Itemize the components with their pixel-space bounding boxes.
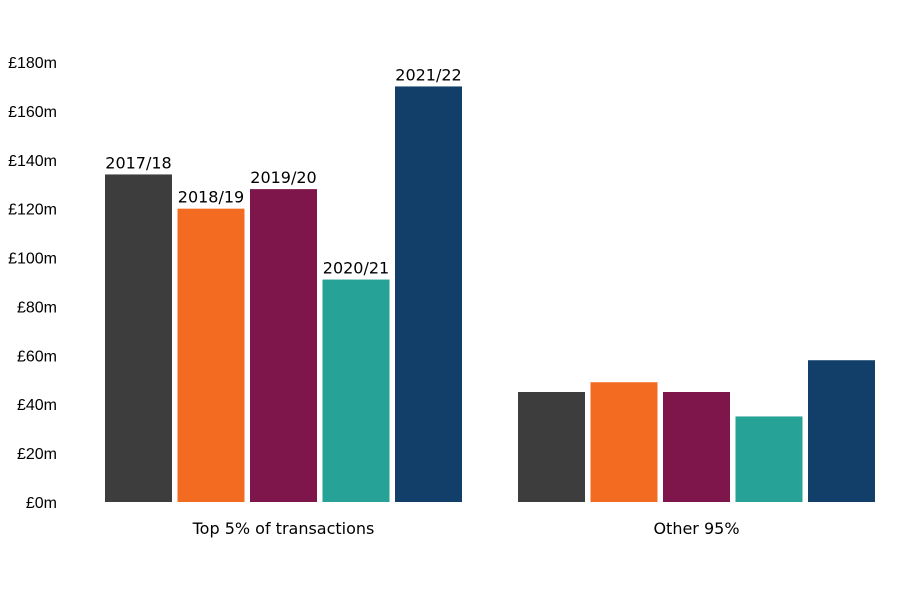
bar — [735, 416, 803, 502]
bar — [808, 360, 875, 502]
y-tick-label: £120m — [8, 202, 57, 219]
bar-labels: 2017/18 2018/19 2019/20 2020/21 2021/22 — [105, 65, 461, 277]
bar — [395, 86, 462, 502]
y-tick-label: £100m — [8, 251, 57, 268]
x-axis: Top 5% of transactions Other 95% — [192, 519, 740, 538]
y-tick-label: £0m — [26, 495, 57, 512]
bar — [663, 392, 730, 502]
y-tick-label: £160m — [8, 104, 57, 121]
bar-series-label: 2020/21 — [323, 259, 389, 278]
y-tick-label: £60m — [17, 348, 57, 365]
x-category-label: Other 95% — [653, 519, 739, 538]
y-tick-label: £180m — [8, 55, 57, 72]
x-category-label: Top 5% of transactions — [192, 519, 375, 538]
bar — [590, 382, 658, 502]
y-tick-label: £80m — [17, 299, 57, 316]
bars — [105, 86, 875, 502]
bar-series-label: 2021/22 — [395, 65, 461, 84]
bar — [322, 279, 390, 502]
bar — [105, 174, 172, 502]
bar-series-label: 2019/20 — [250, 168, 316, 187]
bar — [177, 208, 245, 502]
bar-series-label: 2017/18 — [105, 153, 171, 172]
y-tick-label: £140m — [8, 153, 57, 170]
y-axis: £0m £20m £40m £60m £80m £100m £120m £140m £160m £… — [8, 55, 57, 512]
y-tick-label: £40m — [17, 397, 57, 414]
y-tick-label: £20m — [17, 446, 57, 463]
bar-series-label: 2018/19 — [178, 188, 244, 207]
bar — [250, 189, 317, 502]
bar — [518, 392, 585, 502]
